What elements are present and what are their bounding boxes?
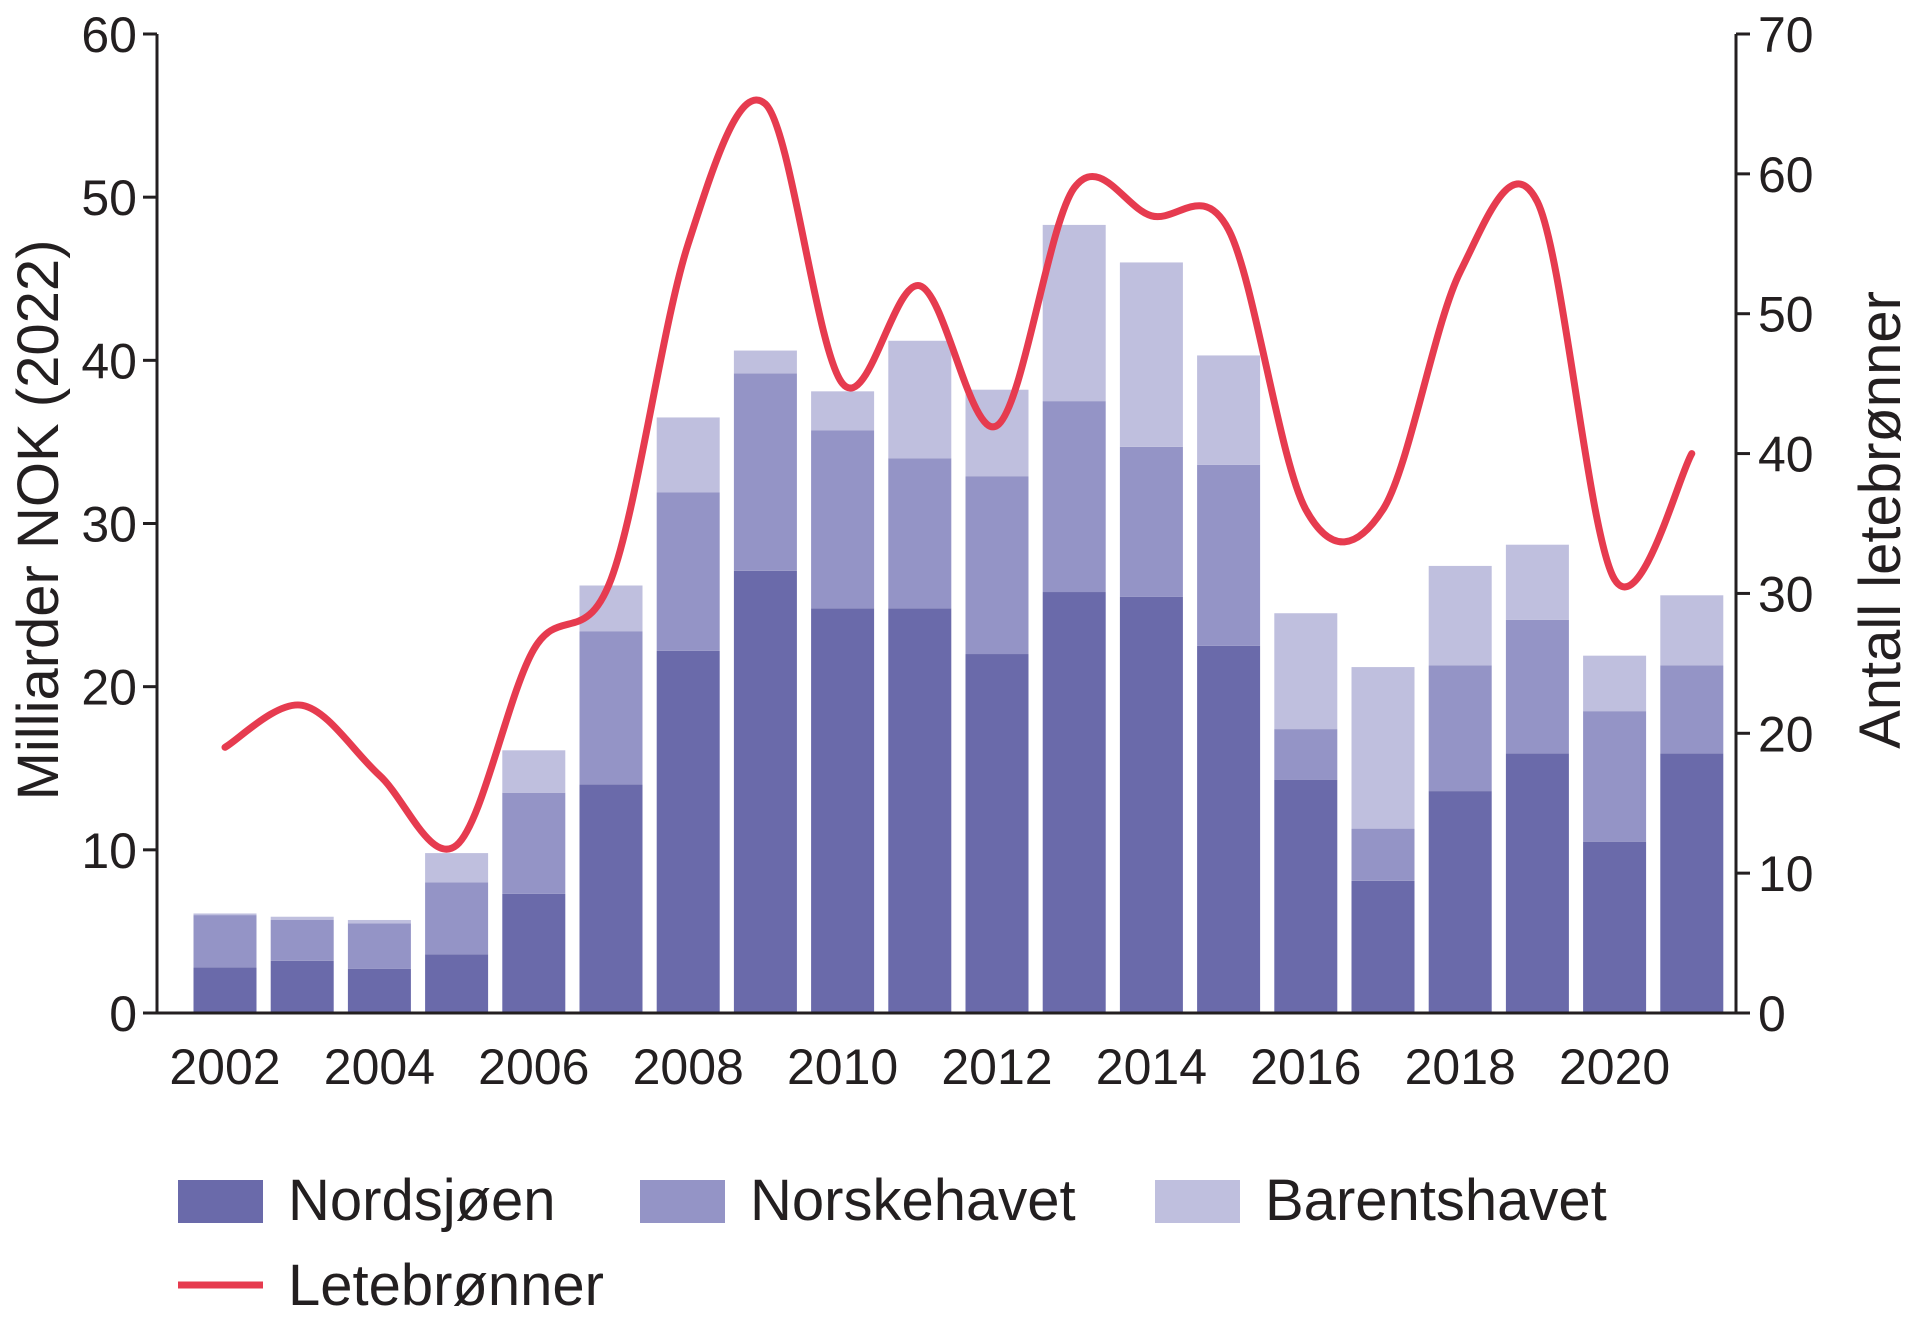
bar-barentshavet-2017: [1351, 667, 1415, 829]
bar-norskehavet-2005: [425, 882, 489, 955]
bar-barentshavet-2006: [502, 750, 566, 793]
bar-barentshavet-2003: [270, 916, 334, 920]
x-tick-label: 2016: [1250, 1039, 1361, 1095]
bar-barentshavet-2016: [1274, 613, 1338, 730]
bar-norskehavet-2011: [888, 458, 952, 609]
x-tick-label: 2020: [1559, 1039, 1670, 1095]
bar-norskehavet-2007: [579, 631, 643, 785]
bar-barentshavet-2002: [193, 913, 257, 916]
y2-tick-label: 40: [1758, 427, 1814, 483]
bar-barentshavet-2010: [811, 391, 875, 431]
y-tick-label: 40: [81, 333, 137, 389]
bar-barentshavet-2019: [1505, 544, 1569, 620]
bar-barentshavet-2020: [1583, 655, 1647, 712]
x-tick-label: 2012: [941, 1039, 1052, 1095]
bar-nordsjøen-2010: [811, 608, 875, 1013]
bar-nordsjøen-2007: [579, 784, 643, 1013]
bar-norskehavet-2006: [502, 792, 566, 894]
y-tick-label: 50: [81, 170, 137, 226]
x-tick-label: 2004: [324, 1039, 435, 1095]
bar-barentshavet-2008: [656, 417, 720, 493]
bar-nordsjøen-2016: [1274, 779, 1338, 1013]
y2-tick-label: 70: [1758, 7, 1814, 63]
legend: Nordsjøen Norskehavet Barentshavet Letebrøn…: [178, 1168, 1607, 1318]
bar-nordsjøen-2002: [193, 967, 257, 1013]
legend-label: Barentshavet: [1265, 1168, 1607, 1233]
y2-axis-title: Antall letebrønner: [1848, 291, 1913, 749]
legend-label: Letebrønner: [288, 1253, 604, 1318]
bar-barentshavet-2018: [1428, 565, 1492, 666]
bar-nordsjøen-2011: [888, 608, 952, 1013]
bar-nordsjøen-2009: [733, 570, 797, 1013]
y2-tick-label: 20: [1758, 706, 1814, 762]
bar-barentshavet-2021: [1660, 595, 1724, 666]
x-tick-label: 2006: [478, 1039, 589, 1095]
y-tick-label: 0: [109, 986, 137, 1042]
bar-nordsjøen-2008: [656, 650, 720, 1013]
bar-nordsjøen-2013: [1042, 592, 1106, 1013]
line-layer: [221, 96, 1696, 853]
x-tick-label: 2018: [1405, 1039, 1516, 1095]
bar-norskehavet-2010: [811, 430, 875, 609]
bar-nordsjøen-2004: [347, 968, 411, 1013]
bar-nordsjøen-2018: [1428, 791, 1492, 1013]
x-tick-label: 2008: [633, 1039, 744, 1095]
bar-norskehavet-2019: [1505, 619, 1569, 754]
bar-norskehavet-2009: [733, 373, 797, 571]
bar-nordsjøen-2017: [1351, 880, 1415, 1013]
bar-norskehavet-2013: [1042, 401, 1106, 593]
legend-label: Nordsjøen: [288, 1168, 556, 1233]
bar-norskehavet-2018: [1428, 665, 1492, 792]
bar-norskehavet-2016: [1274, 729, 1338, 780]
bar-barentshavet-2011: [888, 340, 952, 459]
y-tick-label: 60: [81, 7, 137, 63]
legend-swatch-norskehavet: [640, 1180, 725, 1223]
y-tick-label: 20: [81, 660, 137, 716]
y2-tick-label: 0: [1758, 986, 1786, 1042]
bar-barentshavet-2009: [733, 350, 797, 374]
x-tick-label: 2014: [1096, 1039, 1207, 1095]
bar-barentshavet-2015: [1197, 355, 1261, 465]
bar-nordsjøen-2012: [965, 654, 1029, 1013]
y2-tick-label: 10: [1758, 846, 1814, 902]
bar-nordsjøen-2006: [502, 893, 566, 1013]
legend-swatch-barentshavet: [1155, 1180, 1240, 1223]
bar-nordsjøen-2003: [270, 960, 334, 1013]
x-tick-label: 2010: [787, 1039, 898, 1095]
line-letebronner: [221, 96, 1696, 853]
bar-norskehavet-2015: [1197, 464, 1261, 646]
bar-barentshavet-2014: [1119, 262, 1183, 447]
bar-nordsjøen-2020: [1583, 841, 1647, 1013]
y2-tick-label: 30: [1758, 566, 1814, 622]
bar-nordsjøen-2019: [1505, 753, 1569, 1013]
y2-tick-label: 60: [1758, 147, 1814, 203]
bars-layer: [193, 224, 1724, 1013]
bar-barentshavet-2005: [425, 853, 489, 883]
bar-norskehavet-2004: [347, 923, 411, 969]
bar-nordsjøen-2015: [1197, 645, 1261, 1013]
bar-barentshavet-2004: [347, 919, 411, 924]
bar-nordsjøen-2014: [1119, 596, 1183, 1013]
x-tick-label: 2002: [169, 1039, 280, 1095]
bar-norskehavet-2021: [1660, 665, 1724, 754]
y-tick-label: 30: [81, 497, 137, 553]
bar-norskehavet-2014: [1119, 446, 1183, 597]
bar-barentshavet-2007: [579, 585, 643, 632]
bar-norskehavet-2002: [193, 915, 257, 968]
bar-nordsjøen-2021: [1660, 753, 1724, 1013]
bar-norskehavet-2012: [965, 476, 1029, 655]
legend-swatch-nordsjøen: [178, 1180, 263, 1223]
y-tick-label: 10: [81, 823, 137, 879]
y2-tick-label: 50: [1758, 287, 1814, 343]
bar-nordsjøen-2005: [425, 954, 489, 1013]
y-axis-title: Milliarder NOK (2022): [6, 240, 71, 801]
bar-norskehavet-2017: [1351, 828, 1415, 881]
legend-label: Norskehavet: [750, 1168, 1076, 1233]
bar-norskehavet-2020: [1583, 711, 1647, 842]
bar-norskehavet-2008: [656, 492, 720, 651]
axes-layer: 0 10 20 30 40 50 60 0 10 20 30 40 50 60 70 2002 2004 2006…: [6, 7, 1913, 1095]
bar-norskehavet-2003: [270, 919, 334, 961]
